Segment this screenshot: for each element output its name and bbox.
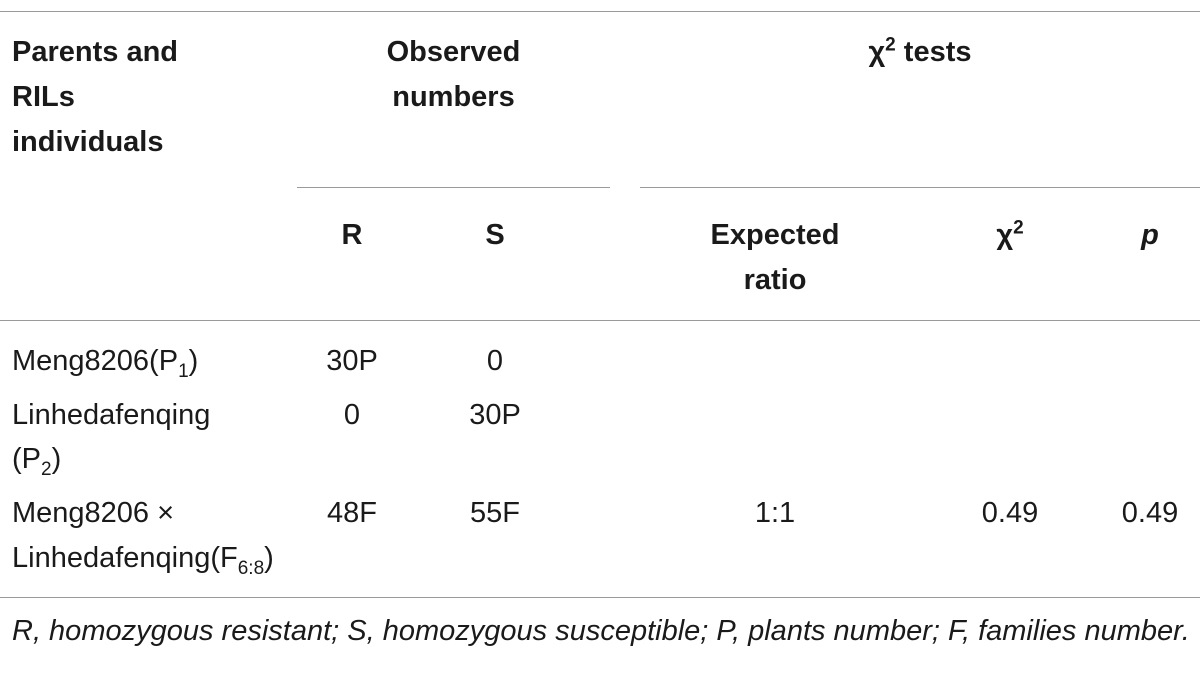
header-R: R xyxy=(341,219,363,251)
row2-name-line1: Linhedafenqing xyxy=(12,399,211,431)
row3-chi2: 0.49 xyxy=(981,497,1039,529)
row3-R: 48F xyxy=(327,497,377,529)
header-chi2: χ2 xyxy=(950,213,1070,257)
header-p: p xyxy=(1141,219,1159,251)
row2-name-close: ) xyxy=(51,443,62,475)
chi-tests-label: tests xyxy=(895,36,972,68)
row2-name-sub: 2 xyxy=(41,458,52,480)
row1-name-sub: 1 xyxy=(178,360,189,382)
header-chi-tests: χ2 tests xyxy=(640,30,1200,74)
chi-superscript: 2 xyxy=(885,34,896,56)
header-parents-line2: RILs xyxy=(12,81,75,113)
row3-p: 0.49 xyxy=(1121,497,1179,529)
header-bottom-rule xyxy=(0,320,1200,321)
header-observed-line1: Observed xyxy=(386,36,521,68)
chi-tests-underline xyxy=(640,187,1200,188)
row2-R: 0 xyxy=(343,399,361,431)
row2-name-line2: (P2) xyxy=(12,437,61,481)
header-S: S xyxy=(485,219,505,251)
header-expected-line1: Expected xyxy=(710,219,840,251)
header-observed-line2: numbers xyxy=(392,81,515,113)
row3-name-sub: 6:8 xyxy=(237,557,265,579)
row3-name-close: ) xyxy=(264,542,274,574)
chi2-symbol: χ xyxy=(996,219,1014,251)
chi-symbol: χ xyxy=(868,36,886,68)
row1-name-close: ) xyxy=(188,345,199,377)
header-parents-line3: individuals xyxy=(12,126,164,158)
row2-name-main: (P xyxy=(12,443,41,475)
header-parents-line1: Parents and xyxy=(12,36,178,68)
row1-S: 0 xyxy=(486,345,504,377)
row1-name: Meng8206(P1) xyxy=(12,339,198,383)
observed-underline xyxy=(297,187,610,188)
row3-name-line1: Meng8206 × xyxy=(12,497,175,529)
header-expected-line2: ratio xyxy=(743,264,807,296)
row3-ratio: 1:1 xyxy=(754,497,796,529)
table-footnote: R, homozygous resistant; S, homozygous s… xyxy=(12,615,1190,647)
row2-S: 30P xyxy=(469,399,521,431)
top-rule xyxy=(0,11,1200,12)
chi2-superscript: 2 xyxy=(1013,217,1024,239)
row3-S: 55F xyxy=(470,497,520,529)
row1-R: 30P xyxy=(326,345,378,377)
row3-name-main: Linhedafenqing(F xyxy=(12,542,238,574)
row3-name-line2: Linhedafenqing(F6:8) xyxy=(12,536,274,580)
table-bottom-rule xyxy=(0,597,1200,598)
row1-name-main: Meng8206(P xyxy=(12,345,179,377)
